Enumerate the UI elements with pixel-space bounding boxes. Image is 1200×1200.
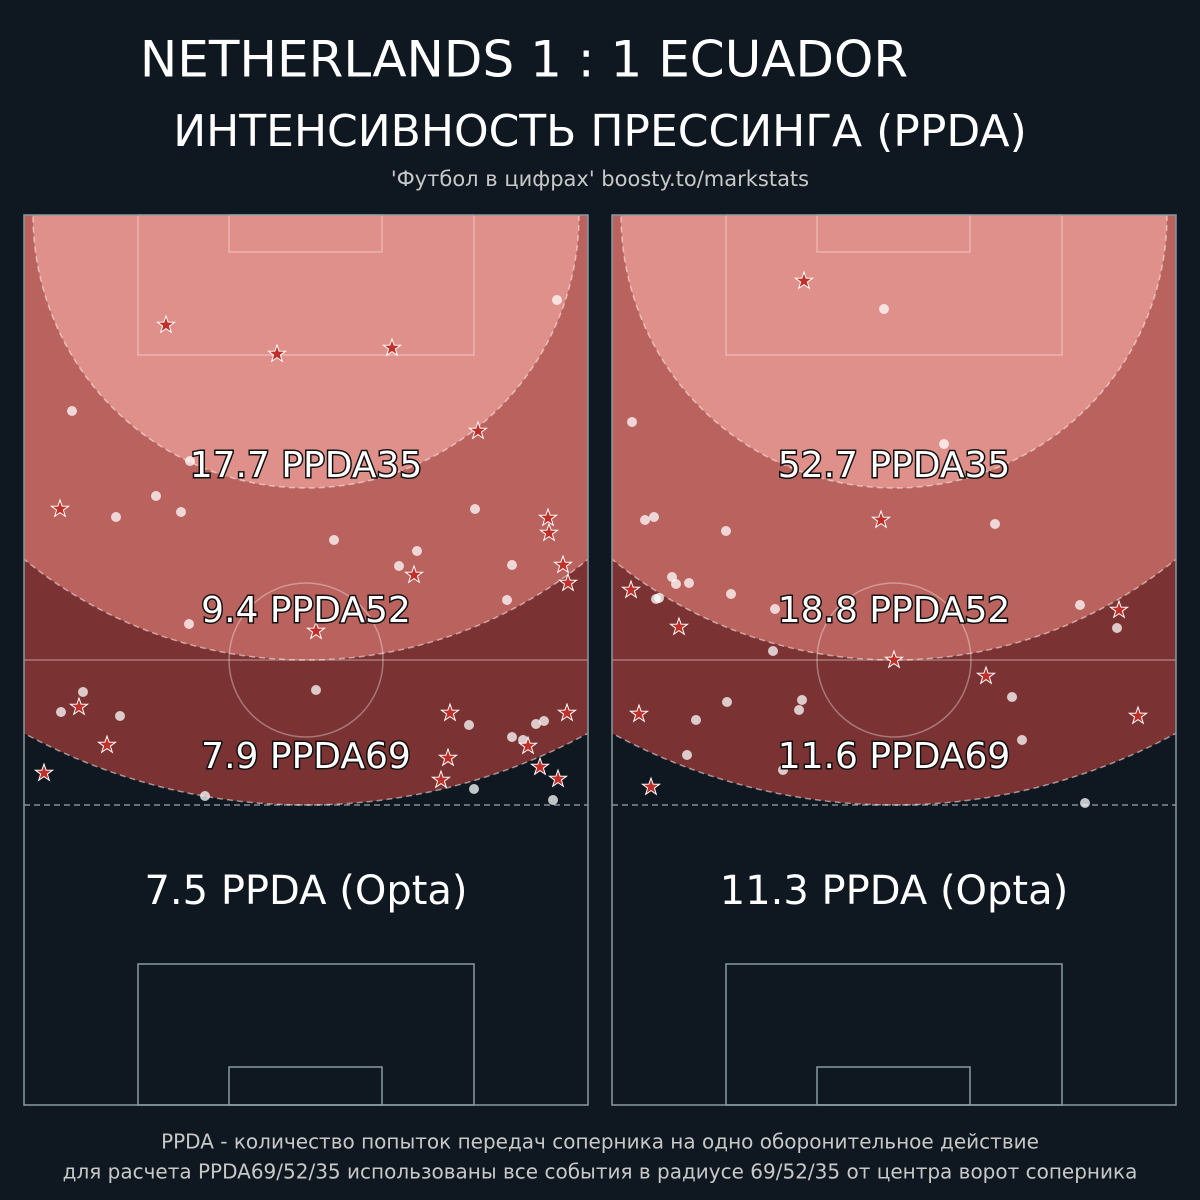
opta-label: 11.3 PPDA (Opta): [720, 868, 1068, 914]
source: 'Футбол в цифрах' boosty.to/markstats: [391, 167, 809, 191]
events-left: [34, 295, 578, 805]
subtitle: ИНТЕНСИВНОСТЬ ПРЕССИНГА (PPDA): [173, 106, 1026, 157]
title: NETHERLANDS 1 : 1 ECUADOR: [140, 31, 908, 89]
ppda35-label: 52.7 PPDA35: [778, 445, 1011, 486]
footnote: для расчета PPDA69/52/35 использованы вс…: [63, 1160, 1138, 1184]
ppda69-label: 11.6 PPDA69: [778, 736, 1011, 777]
ppda35-label: 17.7 PPDA35: [190, 445, 423, 486]
ppda69-label: 7.9 PPDA69: [201, 736, 411, 777]
opta-label: 7.5 PPDA (Opta): [144, 868, 467, 914]
events-right: [621, 271, 1148, 808]
ppda52-label: 18.8 PPDA52: [778, 590, 1011, 631]
ppda52-label: 9.4 PPDA52: [201, 590, 411, 631]
footnote: PPDA - количество попыток передач соперн…: [161, 1130, 1039, 1154]
